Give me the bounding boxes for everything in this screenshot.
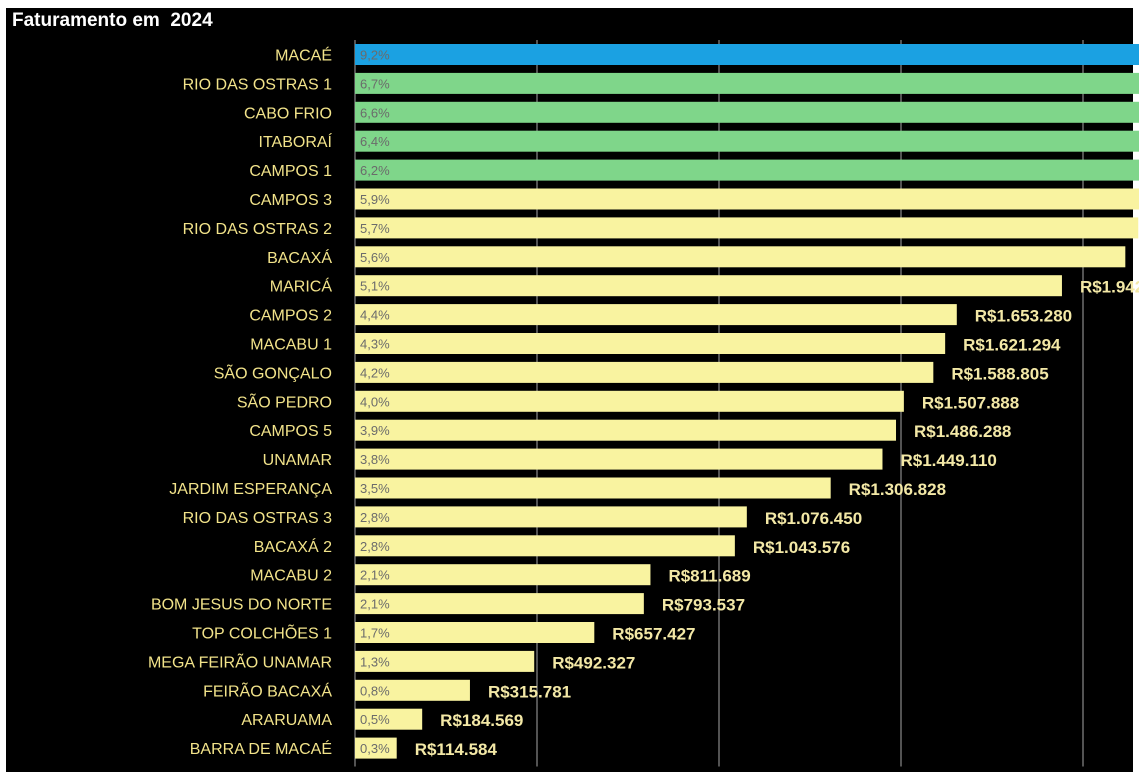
category-label: RIO DAS OSTRAS 1 <box>183 76 332 93</box>
category-label: ITABORAÍ <box>259 132 333 151</box>
bar <box>355 506 747 528</box>
percent-label: 2,1% <box>360 568 390 583</box>
percent-label: 0,3% <box>360 741 390 756</box>
bar <box>355 130 1139 152</box>
category-label: CABO FRIO <box>244 105 332 122</box>
bar <box>355 159 1139 181</box>
bar <box>355 275 1062 297</box>
category-label: TOP COLCHÕES 1 <box>192 623 332 643</box>
value-label: R$492.327 <box>552 653 635 672</box>
category-label: CAMPOS 1 <box>249 163 332 180</box>
category-label: CAMPOS 2 <box>249 308 332 325</box>
percent-label: 5,7% <box>360 221 390 236</box>
bar <box>355 650 535 672</box>
bar <box>355 622 595 643</box>
bar <box>355 593 644 615</box>
chart-title: Faturamento em 2024 <box>12 10 213 31</box>
percent-label: 6,2% <box>360 163 390 178</box>
category-label: BACAXÁ <box>267 248 332 267</box>
value-label: R$1.486.288 <box>914 422 1011 441</box>
value-label: R$1.942.165 <box>1080 278 1139 297</box>
category-label: BOM JESUS DO NORTE <box>151 597 332 614</box>
category-label: BARRA DE MACAÉ <box>190 739 332 758</box>
percent-label: 3,9% <box>360 423 390 438</box>
percent-label: 5,6% <box>360 250 390 265</box>
percent-label: 1,3% <box>360 654 390 669</box>
category-label: MACAÉ <box>275 46 332 65</box>
value-label: R$811.689 <box>668 567 750 586</box>
percent-label: 0,5% <box>360 712 390 727</box>
category-label: RIO DAS OSTRAS 2 <box>183 221 332 238</box>
value-label: R$1.076.450 <box>765 509 862 528</box>
bar <box>355 679 470 701</box>
category-label: UNAMAR <box>263 452 332 469</box>
category-label: ARARUAMA <box>241 712 332 729</box>
percent-label: 4,3% <box>360 337 390 352</box>
bar <box>355 188 1139 210</box>
percent-label: 4,0% <box>360 394 390 409</box>
value-label: R$1.449.110 <box>900 451 996 470</box>
percent-label: 2,8% <box>360 510 390 525</box>
percent-label: 9,2% <box>360 48 390 63</box>
value-label: R$1.043.576 <box>753 538 850 557</box>
percent-label: 4,2% <box>360 365 390 380</box>
value-label: R$184.569 <box>440 711 523 730</box>
value-label: R$1.588.805 <box>951 364 1048 383</box>
percent-label: 4,4% <box>360 308 390 323</box>
bar <box>355 708 423 730</box>
bar <box>355 535 735 557</box>
bar <box>355 361 934 383</box>
percent-label: 5,9% <box>360 192 390 207</box>
value-label: R$1.653.280 <box>975 307 1072 326</box>
bar <box>355 564 651 586</box>
bar <box>355 101 1139 123</box>
category-label: CAMPOS 3 <box>249 192 332 209</box>
category-label: BACAXÁ 2 <box>254 537 332 556</box>
bar <box>355 477 831 499</box>
category-label: SÃO PEDRO <box>237 391 332 411</box>
percent-label: 6,4% <box>360 134 390 149</box>
category-label: MARICÁ <box>270 277 333 296</box>
category-label: MACABU 2 <box>250 568 332 585</box>
category-label: CAMPOS 5 <box>249 423 332 440</box>
category-label: SÃO GONÇALO <box>214 362 332 382</box>
percent-label: 6,7% <box>360 76 390 91</box>
value-label: R$657.427 <box>612 625 695 644</box>
category-label: RIO DAS OSTRAS 3 <box>183 510 332 527</box>
category-label: JARDIM ESPERANÇA <box>169 481 332 498</box>
bar <box>355 246 1126 268</box>
percent-label: 2,1% <box>360 597 390 612</box>
percent-label: 3,5% <box>360 481 390 496</box>
percent-label: 3,8% <box>360 452 390 467</box>
percent-label: 0,8% <box>360 683 390 698</box>
category-label: MACABU 1 <box>250 337 332 354</box>
value-label: R$315.781 <box>488 682 571 701</box>
value-label: R$1.507.888 <box>922 393 1019 412</box>
value-label: R$1.306.828 <box>849 480 946 499</box>
bar <box>355 737 397 759</box>
bar <box>355 72 1139 94</box>
value-label: R$793.537 <box>662 596 745 615</box>
value-label: R$1.621.294 <box>963 336 1061 355</box>
bar <box>355 333 946 354</box>
category-label: FEIRÃO BACAXÁ <box>203 680 332 700</box>
bar <box>355 217 1139 239</box>
percent-label: 5,1% <box>360 279 390 294</box>
value-label: R$114.584 <box>415 740 498 759</box>
bar <box>355 390 904 412</box>
percent-label: 6,6% <box>360 105 390 120</box>
percent-label: 2,8% <box>360 539 390 554</box>
category-label: MEGA FEIRÃO UNAMAR <box>148 651 332 671</box>
bar <box>355 44 1139 65</box>
bar <box>355 448 883 470</box>
bar <box>355 304 957 326</box>
bar <box>355 419 897 441</box>
percent-label: 1,7% <box>360 626 390 641</box>
